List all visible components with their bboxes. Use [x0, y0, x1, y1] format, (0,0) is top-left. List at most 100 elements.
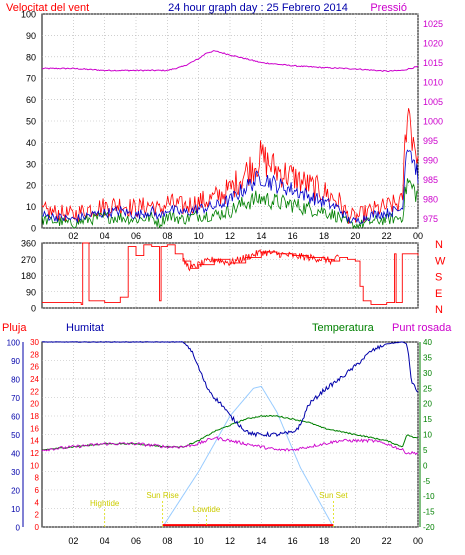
direction-degree-tick: 90 — [26, 287, 36, 297]
rain-tick: 0 — [35, 523, 40, 532]
time-tick: 00 — [413, 536, 423, 546]
rain-tick: 2 — [35, 511, 40, 520]
time-tick: 20 — [350, 231, 360, 241]
time-tick: 12 — [225, 231, 235, 241]
time-tick: 02 — [68, 536, 78, 546]
sun-tide-markers: Hightide Sun Rise Lowtide Sun Set — [90, 491, 348, 527]
temperature-tick: -20 — [423, 523, 435, 532]
rain-tick: 10 — [30, 461, 39, 470]
humidity-tick: 10 — [11, 505, 20, 514]
humidity-tick: 40 — [11, 450, 20, 459]
pressure-tick: 985 — [423, 175, 438, 185]
sun-rise-label: Sun Rise — [146, 491, 179, 500]
wind-speed-title: Velocitat del vent — [6, 2, 89, 14]
chart-title: 24 hour graph day : 25 Febrero 2014 — [168, 2, 348, 14]
direction-degree-tick: 180 — [21, 271, 36, 281]
temperature-title: Temperatura — [312, 322, 375, 334]
rain-tick: 18 — [30, 412, 39, 421]
pressure-line — [41, 50, 419, 72]
humidity-tick: 60 — [11, 413, 20, 422]
rain-tick: 6 — [35, 486, 40, 495]
rain-title: Pluja — [2, 322, 27, 334]
wind-speed-axis: 0 10 20 30 40 50 60 70 80 90 100 — [21, 10, 36, 234]
direction-degree-tick: 0 — [31, 304, 36, 314]
time-tick: 10 — [194, 536, 204, 546]
humidity-tick: 30 — [11, 468, 20, 477]
wind-time-axis: 02 04 06 08 10 12 14 16 18 20 22 00 — [68, 231, 423, 241]
wind-speed-tick: 100 — [21, 10, 36, 20]
wind-speed-tick: 40 — [26, 138, 36, 148]
time-tick: 04 — [100, 536, 110, 546]
time-tick: 10 — [194, 231, 204, 241]
rain-tick: 24 — [30, 375, 39, 384]
compass-tick: N — [435, 239, 443, 251]
wind-speed-tick: 30 — [26, 159, 36, 169]
time-tick: 22 — [382, 536, 392, 546]
wind-speed-tick: 90 — [26, 31, 36, 41]
wind-direction-lines — [42, 242, 419, 305]
humidity-tick: 100 — [7, 339, 21, 348]
temperature-tick: 15 — [423, 415, 432, 424]
pressure-axis: 975 980 985 990 995 1000 1005 1010 1015 1020 1025 — [423, 19, 443, 224]
humidity-axis: 0 10 20 30 40 50 60 70 80 90 100 — [7, 339, 21, 533]
rain-tick: 4 — [35, 498, 40, 507]
temperature-tick: -5 — [423, 477, 431, 486]
humidity-title: Humitat — [66, 322, 104, 334]
direction-degree-tick: 360 — [21, 239, 36, 249]
time-tick: 20 — [350, 536, 360, 546]
time-tick: 18 — [319, 231, 329, 241]
direction-degree-axis: 0 90 180 270 360 — [21, 239, 36, 314]
wind-direction-line — [42, 242, 419, 305]
pressure-tick: 1000 — [423, 117, 443, 127]
compass-tick: W — [435, 255, 446, 267]
temperature-tick: 25 — [423, 384, 432, 393]
compass-tick: S — [435, 272, 442, 284]
wind-direction-detail — [182, 248, 340, 272]
temperature-tick: 40 — [423, 338, 432, 347]
humidity-time-axis: 02 04 06 08 10 12 14 16 18 20 22 00 — [68, 536, 423, 546]
wind-speed-tick: 80 — [26, 52, 36, 62]
sun-set-label: Sun Set — [319, 491, 348, 500]
humidity-tick: 80 — [11, 376, 20, 385]
time-tick: 14 — [256, 536, 266, 546]
high-tide-label: Hightide — [90, 499, 120, 508]
humidity-temperature-lines — [41, 341, 419, 528]
pressure-tick: 1020 — [423, 39, 443, 49]
humidity-line — [41, 341, 419, 438]
rain-tick: 22 — [30, 387, 39, 396]
wind-pressure-lines — [41, 50, 419, 230]
humidity-tick: 70 — [11, 394, 20, 403]
time-tick: 12 — [225, 536, 235, 546]
pressure-tick: 1025 — [423, 19, 443, 29]
temperature-tick: -15 — [423, 508, 435, 517]
temperature-tick: 5 — [423, 446, 428, 455]
time-tick: 16 — [288, 231, 298, 241]
rain-tick: 26 — [30, 363, 39, 372]
humidity-temperature-grid — [42, 341, 419, 528]
humidity-tick: 20 — [11, 487, 20, 496]
wind-direction-grid — [42, 242, 419, 309]
wind-speed-tick: 50 — [26, 117, 36, 127]
compass-tick: E — [435, 288, 442, 300]
compass-tick: N — [435, 304, 443, 316]
temperature-tick: 35 — [423, 353, 432, 362]
humidity-tick: 90 — [11, 357, 20, 366]
temperature-tick: 30 — [423, 369, 432, 378]
pressure-tick: 990 — [423, 155, 438, 165]
rain-tick: 8 — [35, 474, 40, 483]
direction-degree-tick: 270 — [21, 255, 36, 265]
pressure-tick: 980 — [423, 194, 438, 204]
time-tick: 04 — [100, 231, 110, 241]
time-tick: 22 — [382, 231, 392, 241]
time-tick: 08 — [162, 536, 172, 546]
humidity-tick: 0 — [16, 524, 21, 533]
wind-speed-tick: 0 — [31, 224, 36, 234]
rain-tick: 14 — [30, 437, 39, 446]
time-tick: 00 — [413, 231, 423, 241]
wind-speed-tick: 20 — [26, 181, 36, 191]
temperature-tick: 10 — [423, 431, 432, 440]
